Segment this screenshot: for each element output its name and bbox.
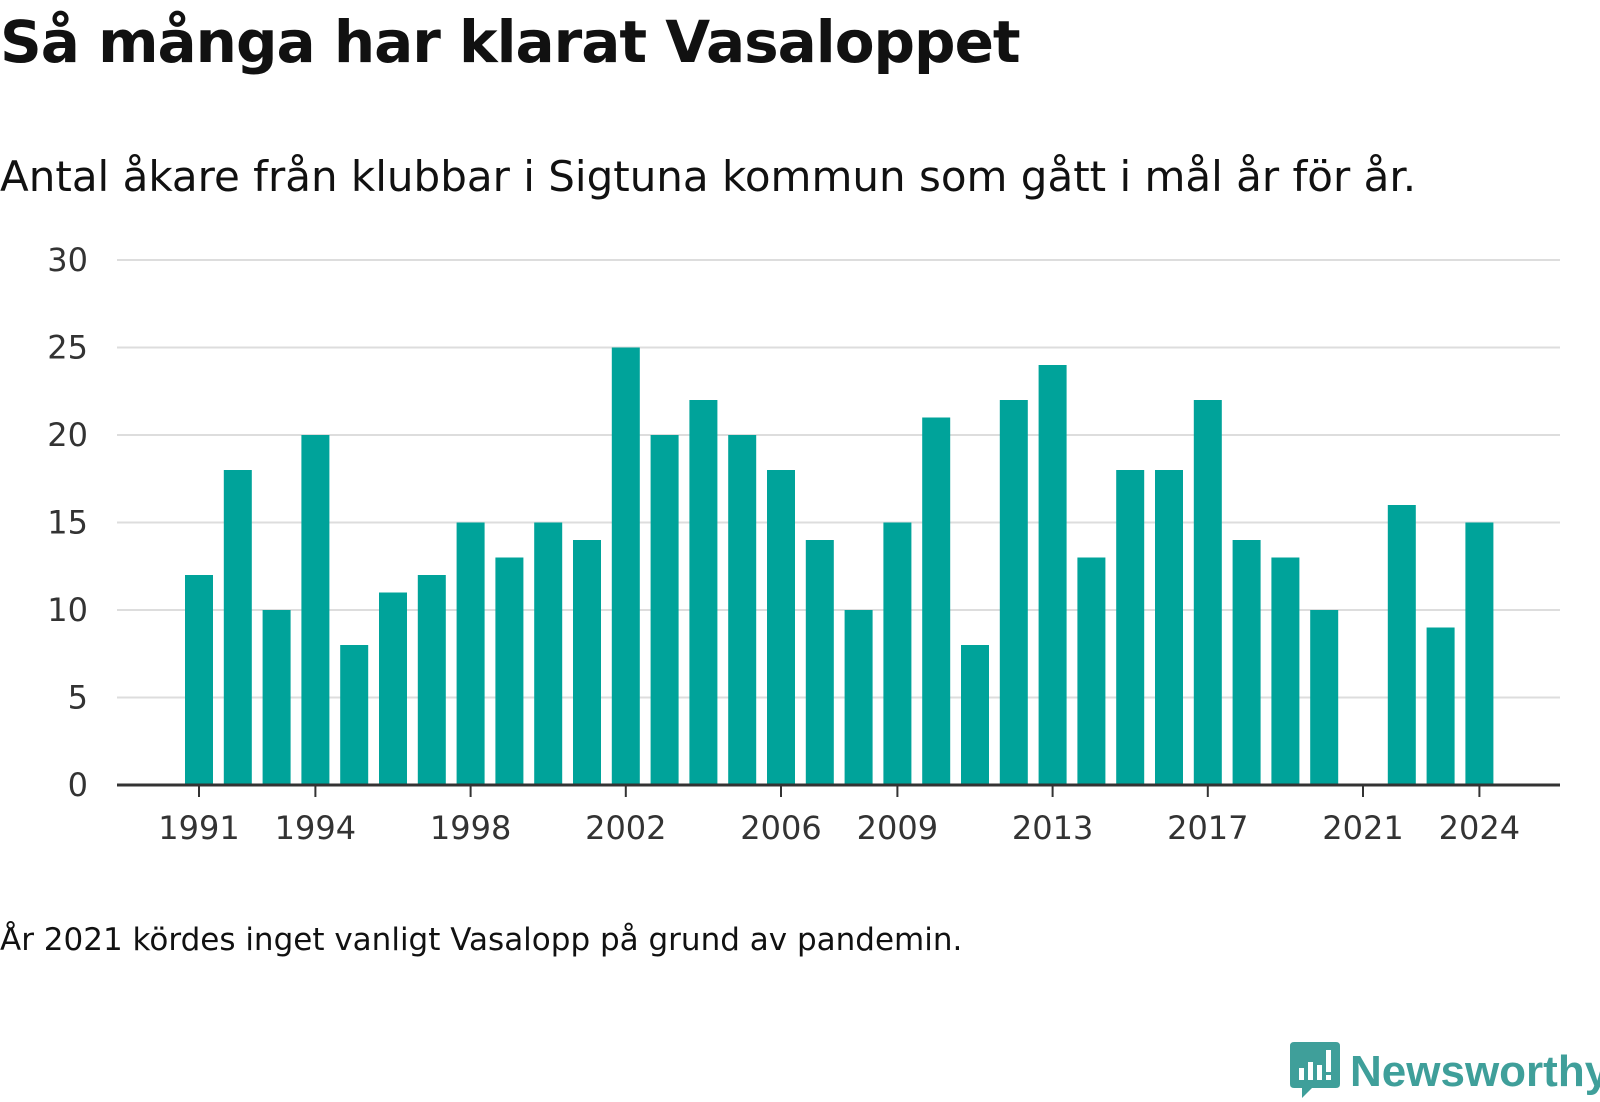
y-tick-label: 30 [47, 241, 88, 279]
bar-2020 [1310, 610, 1339, 785]
axes: 0 5 10 15 20 25 30 1991 1994 1998 2002 2006 2009 2013… [47, 241, 1560, 847]
bar-chart-speech-bubble-icon [1290, 1042, 1340, 1102]
bars [185, 347, 1494, 785]
x-tick-label: 2009 [857, 809, 938, 847]
bar-2013 [1038, 365, 1067, 785]
y-tick-label: 0 [68, 766, 88, 804]
bar-2023 [1426, 627, 1455, 785]
bar-2018 [1232, 540, 1261, 785]
bar-2022 [1387, 505, 1416, 785]
bar-1997 [417, 575, 446, 785]
y-tick-label: 5 [68, 679, 88, 717]
bar-2011 [961, 645, 989, 785]
bar-1993 [262, 610, 291, 785]
bar-2014 [1077, 557, 1106, 785]
bar-2016 [1155, 470, 1183, 785]
bar-1999 [495, 557, 524, 785]
bar-2017 [1193, 400, 1222, 785]
bar-2004 [689, 400, 718, 785]
bar-2007 [805, 540, 834, 785]
chart-title: Så många har klarat Vasaloppet [0, 8, 1021, 76]
chart-subtitle: Antal åkare från klubbar i Sigtuna kommu… [0, 152, 1417, 201]
x-tick-label: 1991 [158, 809, 239, 847]
bar-2006 [767, 470, 795, 785]
bar-2008 [844, 610, 873, 785]
x-tick-label: 2021 [1322, 809, 1403, 847]
bar-2001 [573, 540, 601, 785]
y-tick-label: 10 [47, 591, 88, 629]
bar-2010 [922, 417, 951, 785]
bar-1994 [301, 435, 330, 785]
y-tick-label: 20 [47, 416, 88, 454]
bar-1995 [340, 645, 369, 785]
bar-1992 [223, 470, 252, 785]
bar-1996 [379, 592, 407, 785]
brand-name: Newsworthy [1350, 1047, 1600, 1096]
bar-chart: 0 5 10 15 20 25 30 1991 1994 1998 2002 2006 2009 2013… [47, 241, 1560, 847]
bar-2009 [883, 522, 912, 785]
bar-2000 [534, 522, 563, 785]
y-tick-label: 25 [47, 329, 88, 367]
bar-2003 [650, 435, 679, 785]
bar-1998 [456, 522, 485, 785]
bar-1991 [185, 575, 213, 785]
y-tick-label: 15 [47, 504, 88, 542]
footnote: År 2021 kördes inget vanligt Vasalopp på… [0, 922, 963, 958]
newsworthy-logo: Newsworthy [1290, 1042, 1600, 1102]
x-tick-label: 1994 [275, 809, 356, 847]
bar-2019 [1271, 557, 1300, 785]
bar-2024 [1465, 522, 1494, 785]
x-tick-label: 1998 [430, 809, 511, 847]
bar-2015 [1116, 470, 1145, 785]
x-tick-label: 2002 [585, 809, 666, 847]
bar-2005 [728, 435, 757, 785]
bar-2002 [611, 347, 640, 785]
bar-2012 [999, 400, 1028, 785]
x-tick-label: 2017 [1167, 809, 1248, 847]
x-tick-label: 2006 [740, 809, 821, 847]
gridlines [117, 259, 1560, 699]
x-tick-label: 2024 [1439, 809, 1520, 847]
x-tick-label: 2013 [1012, 809, 1093, 847]
